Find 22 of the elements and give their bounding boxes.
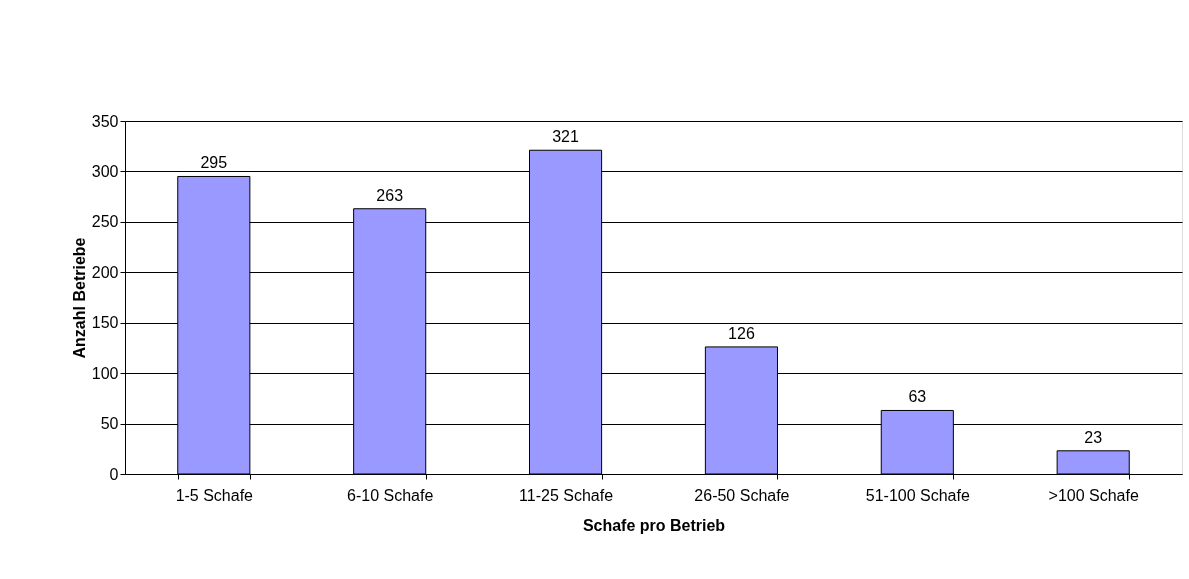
y-tick-label: 300 xyxy=(91,162,119,180)
data-label: 321 xyxy=(552,128,580,146)
y-tick-label: 200 xyxy=(91,263,119,281)
x-tick-label: 51-100 Schafe xyxy=(865,486,970,504)
data-label: 263 xyxy=(376,186,404,204)
data-label: 63 xyxy=(908,388,927,406)
y-tick-label: 100 xyxy=(91,364,119,382)
x-tick-label: 26-50 Schafe xyxy=(694,486,790,504)
y-tick-label: 250 xyxy=(91,213,119,231)
x-tick-label: 1-5 Schafe xyxy=(175,486,254,504)
y-tick-label: 350 xyxy=(91,112,119,130)
data-label: 295 xyxy=(200,154,228,172)
data-label: 23 xyxy=(1084,428,1103,446)
y-tick-label: 50 xyxy=(100,415,119,433)
x-tick-label: 11-25 Schafe xyxy=(519,486,614,504)
y-tick-label: 150 xyxy=(91,314,119,332)
y-axis-title: Anzahl Betriebe xyxy=(70,237,88,359)
y-tick-label: 0 xyxy=(109,465,119,483)
data-label: 126 xyxy=(728,324,755,342)
x-axis-title: Schafe pro Betrieb xyxy=(582,516,726,534)
x-tick-label: 6-10 Schafe xyxy=(347,486,434,504)
x-tick-label: >100 Schafe xyxy=(1048,486,1139,504)
